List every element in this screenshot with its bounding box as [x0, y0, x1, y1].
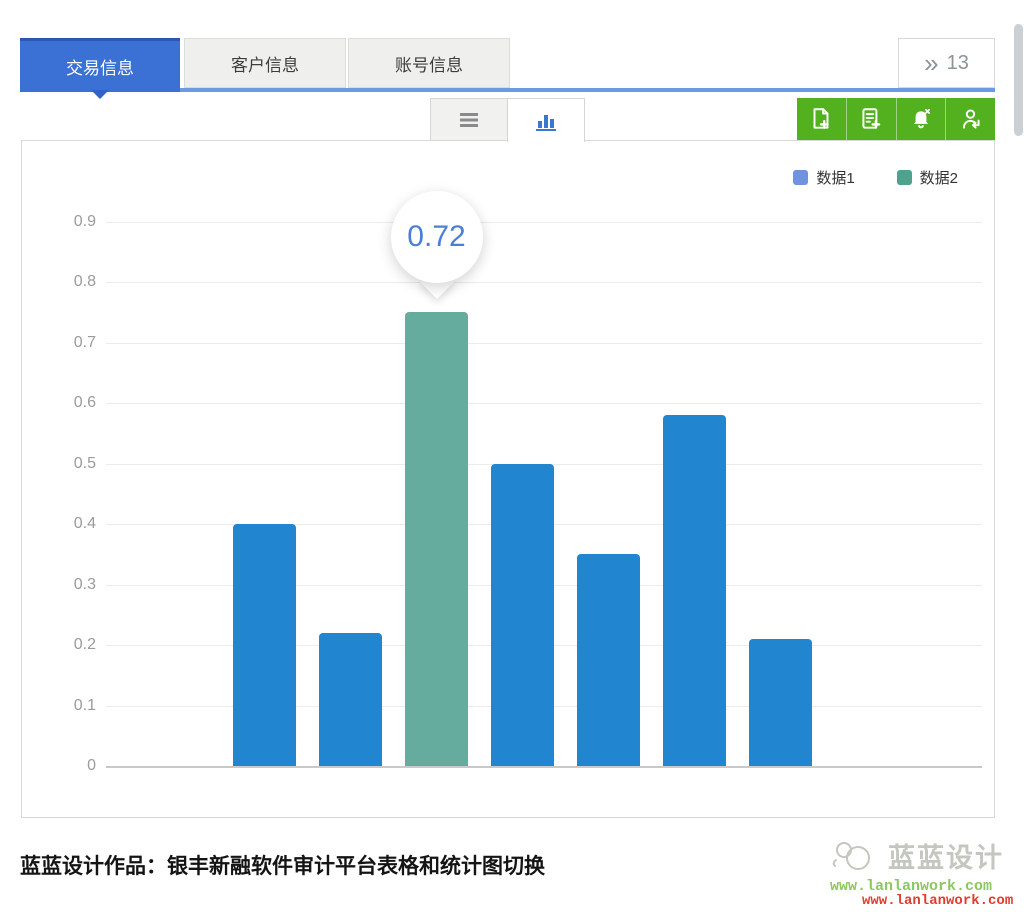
tooltip-value: 0.72: [407, 220, 466, 253]
tab-overflow-count: 13: [946, 51, 969, 74]
y-tick-label: 0.5: [73, 454, 96, 472]
y-tick-label: 0.4: [73, 515, 96, 532]
list-view-button[interactable]: [430, 98, 508, 141]
bar-数据1[interactable]: [749, 638, 812, 766]
add-document-icon: [862, 108, 881, 129]
x-axis-line: [106, 766, 982, 768]
tab-label: 账号信息: [395, 55, 463, 75]
y-tick-label: 0.8: [73, 273, 96, 290]
bar-chart-icon: [536, 114, 556, 131]
brand-url-red: www.lanlanwork.com: [862, 893, 1014, 909]
legend-label: 数据2: [919, 170, 958, 187]
chart-view-button[interactable]: [507, 98, 585, 142]
bar-数据2[interactable]: [405, 312, 468, 766]
tab-customer-info[interactable]: 客户信息: [184, 38, 346, 88]
legend-swatch: [896, 170, 912, 185]
list-icon: [460, 112, 478, 127]
cloud-logo-icon: [832, 841, 870, 870]
vertical-scrollbar-thumb[interactable]: [1014, 24, 1023, 136]
user-switch-icon: [962, 109, 980, 129]
bar-数据1[interactable]: [233, 524, 296, 766]
user-switch-button[interactable]: [946, 98, 995, 140]
legend-label: 数据1: [816, 170, 855, 187]
legend-item[interactable]: 数据2: [896, 167, 958, 188]
legend-item[interactable]: 数据1: [793, 167, 855, 188]
gridline: [106, 403, 982, 404]
chart-legend: 数据1 数据2: [793, 167, 958, 188]
tab-overflow-button[interactable]: » 13: [898, 38, 995, 88]
brand-url-green: www.lanlanwork.com: [830, 878, 993, 895]
chart-panel: 数据1 数据2 0.9 0.8 0.7 0.6 0.5 0.4 0.3 0.2 0.1 0 0.72: [21, 140, 995, 818]
legend-swatch: [793, 170, 809, 185]
tab-account-info[interactable]: 账号信息: [348, 38, 510, 88]
y-tick-label: 0.7: [73, 333, 96, 351]
add-file-button[interactable]: [797, 98, 847, 140]
plot-area: 0.9 0.8 0.7 0.6 0.5 0.4 0.3 0.2 0.1 0 0.72: [22, 141, 994, 817]
y-tick-label: 0.3: [73, 575, 96, 593]
tooltip-balloon: 0.72: [390, 191, 483, 283]
footer-caption: 蓝蓝设计作品：银丰新融软件审计平台表格和统计图切换: [20, 855, 545, 878]
tab-label: 交易信息: [66, 59, 134, 78]
bar-数据1[interactable]: [577, 554, 640, 766]
tab-label: 客户信息: [231, 55, 299, 75]
bar-数据1[interactable]: [491, 463, 554, 766]
tabbar-underline: [20, 88, 995, 92]
y-tick-label: 0: [87, 757, 96, 774]
y-tick-label: 0.9: [73, 212, 96, 230]
double-chevron-icon: »: [924, 48, 939, 78]
y-tick-label: 0.2: [73, 636, 96, 653]
y-tick-label: 0.6: [73, 394, 96, 411]
add-document-button[interactable]: [847, 98, 897, 140]
brand-block: 蓝蓝设计 www.lanlanwork.com www.lanlanwork.c…: [828, 836, 1024, 909]
bar-数据1[interactable]: [319, 632, 382, 766]
gridline: [106, 342, 982, 344]
mute-notification-icon: [913, 108, 930, 129]
action-toolbar: [797, 98, 995, 140]
mute-notification-button[interactable]: [897, 98, 947, 140]
gridline: [106, 282, 982, 283]
bar-数据1[interactable]: [663, 415, 726, 766]
brand-name: 蓝蓝设计: [888, 843, 1004, 873]
tab-transaction-info[interactable]: 交易信息: [20, 38, 180, 99]
gridline: [106, 221, 982, 223]
y-tick-label: 0.1: [73, 696, 96, 714]
add-file-icon: [813, 108, 830, 129]
